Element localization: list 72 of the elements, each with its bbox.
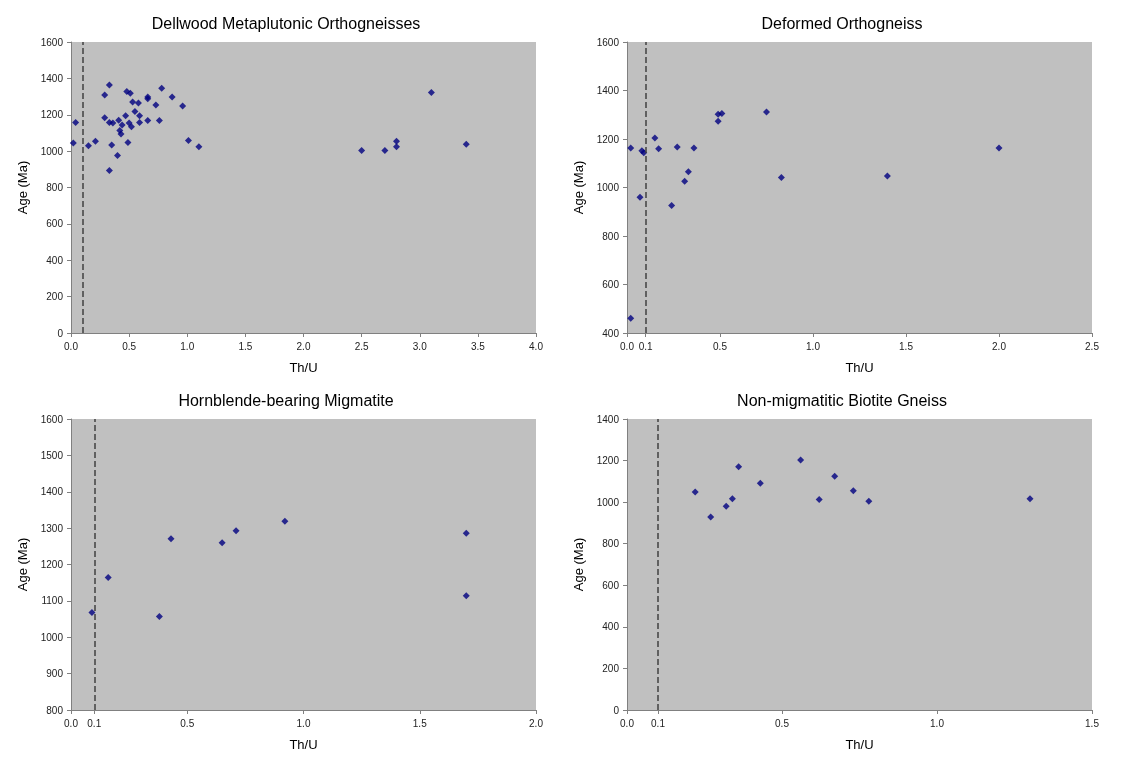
x-tick-label: 0.5 bbox=[713, 340, 728, 352]
x-tick-label: 3.0 bbox=[412, 340, 428, 352]
y-tick-label: 400 bbox=[602, 621, 620, 633]
y-tick-label: 1400 bbox=[40, 72, 64, 84]
y-tick-label: 1000 bbox=[40, 631, 64, 643]
x-tick-label: 2.5 bbox=[1085, 340, 1100, 352]
y-tick-label: 600 bbox=[46, 218, 64, 230]
x-tick-label: 2.0 bbox=[992, 340, 1007, 352]
y-tick-label: 1100 bbox=[41, 595, 64, 607]
x-tick-label: 0.1 bbox=[638, 340, 653, 352]
y-axis-title: Age (Ma) bbox=[571, 537, 586, 592]
x-tick-label: 3.5 bbox=[470, 340, 486, 352]
y-tick-label: 1300 bbox=[40, 522, 64, 534]
y-tick-label: 1200 bbox=[596, 133, 620, 145]
x-tick-label: 1.0 bbox=[806, 340, 821, 352]
x-axis-title: Th/U bbox=[845, 737, 874, 752]
y-axis-title: Age (Ma) bbox=[571, 160, 586, 215]
y-tick-label: 1400 bbox=[596, 413, 620, 425]
x-tick-label: 1.5 bbox=[238, 340, 253, 352]
x-axis-title: Th/U bbox=[289, 360, 318, 375]
x-tick-label: 4.0 bbox=[529, 340, 544, 352]
x-tick-label: 0.0 bbox=[64, 717, 79, 729]
chart-title: Deformed Orthogneiss bbox=[761, 14, 923, 32]
y-axis-title: Age (Ma) bbox=[15, 537, 30, 592]
y-tick-label: 0 bbox=[57, 327, 64, 339]
y-tick-label: 600 bbox=[602, 279, 620, 290]
y-tick-label: 1600 bbox=[596, 36, 620, 48]
x-tick-label: 1.5 bbox=[412, 717, 428, 729]
y-tick-label: 900 bbox=[46, 668, 64, 680]
x-tick-label: 1.0 bbox=[930, 717, 945, 729]
x-tick-label: 0.0 bbox=[64, 340, 79, 352]
y-tick-label: 800 bbox=[46, 182, 64, 193]
x-tick-label: 0.1 bbox=[651, 717, 666, 729]
y-tick-label: 1200 bbox=[40, 559, 64, 570]
y-tick-label: 1000 bbox=[596, 496, 620, 508]
x-tick-label: 1.0 bbox=[180, 340, 195, 352]
x-tick-label: 1.0 bbox=[296, 717, 311, 729]
y-tick-label: 800 bbox=[602, 538, 620, 550]
y-tick-label: 1000 bbox=[596, 182, 620, 193]
x-tick-label: 2.5 bbox=[354, 340, 370, 352]
chart-title: Dellwood Metaplutonic Orthogneisses bbox=[151, 14, 421, 32]
y-tick-label: 1000 bbox=[40, 145, 64, 157]
x-tick-label: 0.5 bbox=[775, 717, 790, 729]
x-tick-label: 1.5 bbox=[899, 340, 914, 352]
x-tick-label: 2.0 bbox=[296, 340, 311, 352]
chart-title: Hornblende-bearing Migmatite bbox=[178, 391, 394, 409]
y-tick-label: 600 bbox=[602, 579, 620, 591]
y-tick-label: 1500 bbox=[40, 449, 64, 461]
y-tick-label: 1200 bbox=[40, 109, 64, 121]
y-axis-title: Age (Ma) bbox=[15, 160, 30, 215]
y-tick-label: 1200 bbox=[596, 455, 620, 467]
x-tick-label: 0.5 bbox=[180, 717, 195, 729]
y-tick-label: 1400 bbox=[40, 486, 64, 498]
y-tick-label: 200 bbox=[602, 662, 620, 674]
x-tick-label: 0.5 bbox=[122, 340, 137, 352]
y-tick-label: 0 bbox=[613, 704, 620, 716]
y-tick-label: 800 bbox=[602, 230, 620, 242]
y-tick-label: 800 bbox=[46, 704, 64, 716]
chart-title: Non-migmatitic Biotite Gneiss bbox=[737, 391, 947, 409]
y-tick-label: 200 bbox=[46, 291, 64, 303]
x-tick-label: 0.0 bbox=[620, 717, 635, 729]
y-tick-label: 1400 bbox=[596, 85, 620, 96]
x-tick-label: 1.5 bbox=[1085, 717, 1100, 729]
x-tick-label: 2.0 bbox=[529, 717, 544, 729]
y-tick-label: 400 bbox=[46, 254, 64, 266]
x-axis-title: Th/U bbox=[289, 737, 318, 752]
y-tick-label: 1600 bbox=[40, 36, 64, 48]
y-tick-label: 400 bbox=[602, 327, 620, 339]
x-tick-label: 0.1 bbox=[87, 717, 102, 729]
x-tick-label: 0.0 bbox=[620, 340, 635, 352]
y-tick-label: 1600 bbox=[40, 413, 64, 425]
x-axis-title: Th/U bbox=[845, 360, 874, 375]
